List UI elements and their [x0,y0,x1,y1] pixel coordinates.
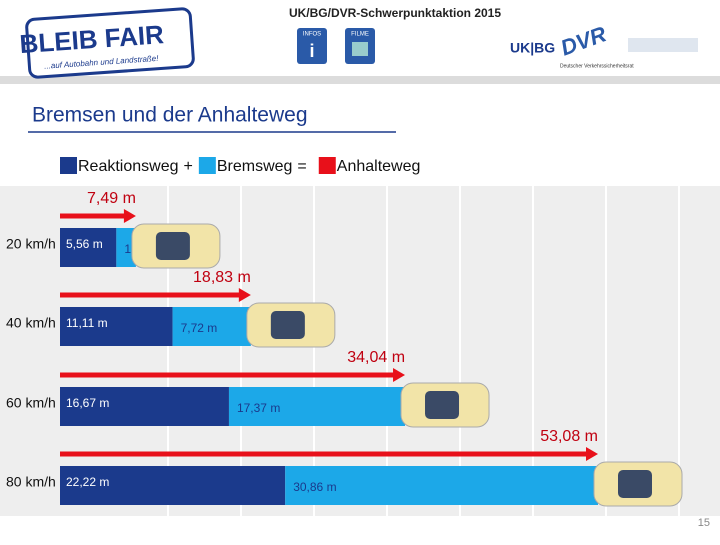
stripe [678,186,680,516]
bar-segment [172,307,251,346]
segment-label: 5,56 m [66,237,103,251]
logo: BLEIB FAIR ...auf Autobahn und Landstraß… [19,7,195,79]
icon-infos[interactable] [297,28,327,64]
legend-label: Reaktionsweg [78,158,179,175]
arrow-head [393,368,406,382]
total-label: 53,08 m [540,428,598,445]
bar-segment [60,387,229,426]
campaign-title: UK/BG/DVR-Schwerpunktaktion 2015 [289,6,501,20]
segment-label: 17,37 m [237,401,280,415]
stripe [240,186,242,516]
stripe [459,186,461,516]
category-label: 20 km/h [6,236,56,252]
total-label: 18,83 m [193,269,251,286]
segment-label: 22,22 m [66,475,109,489]
segment-label: 30,86 m [293,480,336,494]
segment-label: 11,11 m [66,316,108,330]
stripe [313,186,315,516]
segment-label: 7,72 m [181,321,218,335]
arrow-head [238,288,251,302]
icon-glyph [352,42,368,56]
legend-operator: + [184,158,193,175]
partner-logo [628,38,698,52]
icon-label: INFOS [303,32,321,38]
bar-segment [285,466,598,505]
bar-segment [228,387,406,426]
icon-label: FILME [351,32,369,38]
legend-swatch [60,157,77,174]
stripe [605,186,607,516]
legend-operator: = [297,158,306,175]
car-window [155,232,190,260]
legend-swatch [198,157,216,174]
page-number: 15 [698,517,710,529]
segment-label: 16,67 m [66,396,109,410]
slide-title: Bremsen und der Anhalteweg [32,104,308,127]
car-window [425,391,460,419]
header-separator [0,76,720,84]
car-window [270,311,305,339]
legend-swatch [318,157,336,174]
legend-label: Anhalteweg [337,158,421,175]
bar-segment [60,228,117,267]
category-label: 60 km/h [6,395,56,411]
category-label: 80 km/h [6,474,56,490]
arrow-head [123,209,136,223]
stripe [386,186,388,516]
category-label: 40 km/h [6,315,56,331]
stripe [167,186,169,516]
org-dvr-full: Deutscher Verkehrssicherheitsrat [560,63,634,69]
bar-segment [60,307,173,346]
legend-label: Bremsweg [217,158,293,175]
icon-glyph: i [309,41,314,61]
bar-segment [60,466,286,505]
stripes [167,186,680,516]
bar-segment [116,228,136,267]
car-window [618,470,652,498]
arrow-head [586,447,598,461]
org-ukbg: UK|BG [510,40,555,56]
total-label: 34,04 m [347,349,405,366]
total-label: 7,49 m [87,190,136,207]
stripe [532,186,534,516]
